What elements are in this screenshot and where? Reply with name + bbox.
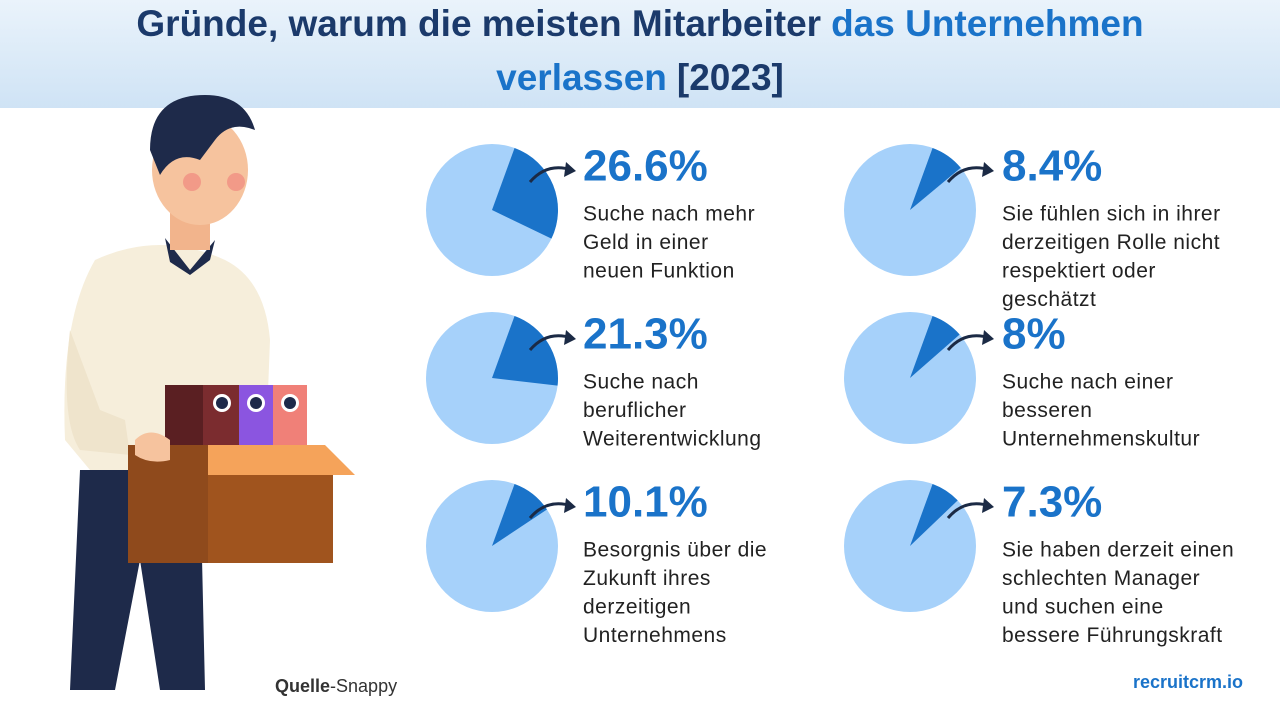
description-line: Sie fühlen sich in ihrer bbox=[1002, 203, 1221, 226]
description-line: Suche nach bbox=[583, 371, 699, 394]
description-line: Weiterentwicklung bbox=[583, 428, 762, 451]
title-line: verlassen [2023] bbox=[496, 57, 784, 98]
description-line: Suche nach mehr bbox=[583, 203, 755, 226]
description-line: Zukunft ihres bbox=[583, 567, 711, 590]
pointer-arrowhead bbox=[564, 330, 576, 345]
header-band bbox=[0, 0, 1280, 108]
description-line: derzeitigen Rolle nicht bbox=[1002, 231, 1220, 254]
description-line: Unternehmenskultur bbox=[1002, 428, 1200, 451]
description-line: schlechten Manager bbox=[1002, 567, 1200, 590]
description-line: besseren bbox=[1002, 399, 1092, 422]
description-line: geschätzt bbox=[1002, 288, 1096, 311]
title-line: Gründe, warum die meisten Mitarbeiter das… bbox=[136, 3, 1143, 44]
title-part: Gründe, warum die meisten Mitarbeiter bbox=[136, 3, 821, 44]
pie-slice bbox=[910, 147, 961, 210]
title-part: das Unternehmen bbox=[831, 3, 1144, 44]
source-label: Quelle bbox=[275, 676, 330, 696]
value-label: 10.1% bbox=[583, 478, 708, 527]
value-label: 8% bbox=[1002, 310, 1066, 359]
value-label: 26.6% bbox=[583, 142, 708, 191]
pointer-arrowhead bbox=[982, 330, 994, 345]
description-line: respektiert oder bbox=[1002, 260, 1156, 283]
pie-slice bbox=[492, 483, 547, 546]
description-line: Sie haben derzeit einen bbox=[1002, 539, 1234, 562]
description-line: neuen Funktion bbox=[583, 260, 735, 283]
pointer-arrowhead bbox=[982, 498, 994, 513]
pointer-arrowhead bbox=[564, 498, 576, 513]
brand: recruitcrm.io bbox=[1133, 672, 1243, 692]
pie-slice bbox=[492, 315, 558, 386]
person-illustration bbox=[64, 95, 355, 690]
pointer-arrowhead bbox=[564, 162, 576, 177]
source: Quelle-Snappy bbox=[275, 676, 397, 696]
value-label: 8.4% bbox=[1002, 142, 1102, 191]
description-line: und suchen eine bbox=[1002, 596, 1164, 619]
description-line: bessere Führungskraft bbox=[1002, 624, 1223, 647]
title-part: [2023] bbox=[677, 57, 784, 98]
pie-slice bbox=[910, 483, 958, 546]
description-line: Suche nach einer bbox=[1002, 371, 1173, 394]
value-label: 21.3% bbox=[583, 310, 708, 359]
title-part: verlassen bbox=[496, 57, 667, 98]
description-line: Besorgnis über die bbox=[583, 539, 767, 562]
source-name: -Snappy bbox=[330, 676, 397, 696]
pointer-arrowhead bbox=[982, 162, 994, 177]
description-line: Unternehmens bbox=[583, 624, 727, 647]
description-line: derzeitigen bbox=[583, 596, 691, 619]
description-line: beruflicher bbox=[583, 399, 687, 422]
value-label: 7.3% bbox=[1002, 478, 1102, 527]
pie-slice bbox=[910, 315, 960, 378]
description-line: Geld in einer bbox=[583, 231, 709, 254]
